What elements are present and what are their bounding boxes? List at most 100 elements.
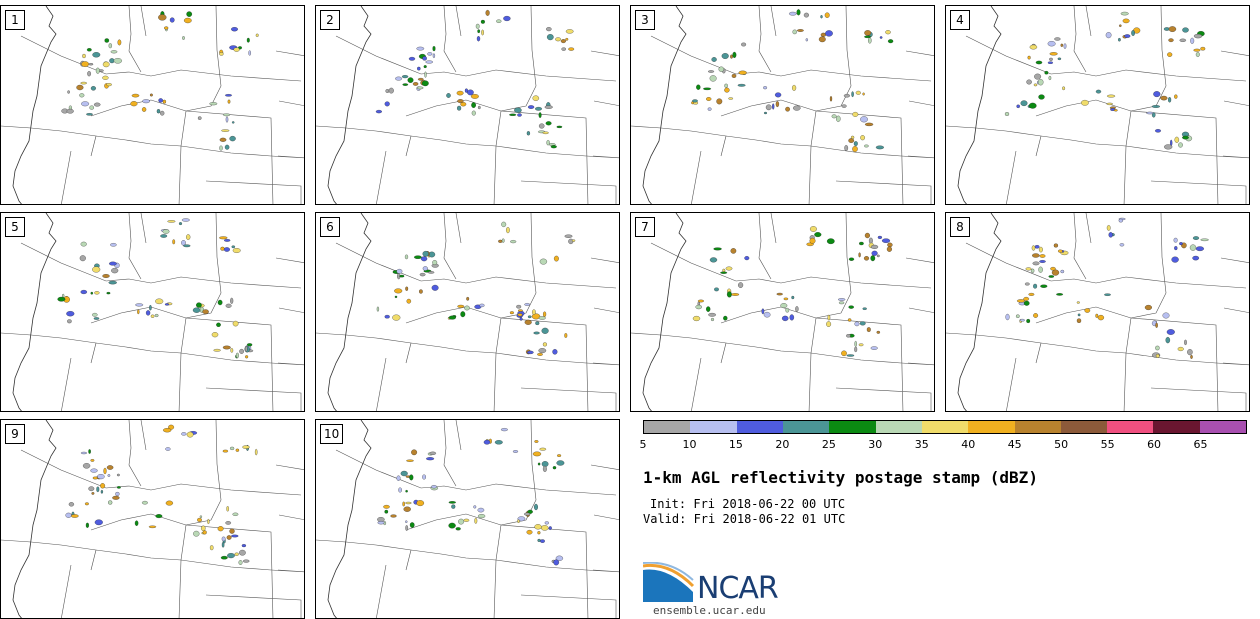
reflectivity-cell: [1004, 112, 1010, 116]
reflectivity-cell: [155, 298, 164, 305]
reflectivity-cell: [506, 227, 510, 234]
reflectivity-cell: [233, 47, 240, 52]
reflectivity-cell: [709, 75, 717, 82]
reflectivity-cell: [792, 29, 797, 35]
reflectivity-cell: [406, 298, 412, 304]
reflectivity-cell: [115, 491, 120, 496]
reflectivity-cell: [887, 242, 893, 248]
colorbar-segment: [644, 421, 691, 433]
reflectivity-cell: [540, 525, 549, 531]
reflectivity-cell: [539, 447, 547, 451]
reflectivity-cell: [711, 57, 717, 62]
reflectivity-cell: [1033, 313, 1039, 318]
reflectivity-cell: [881, 238, 891, 243]
reflectivity-cell: [848, 305, 854, 309]
colorbar-segment: [690, 421, 737, 433]
reflectivity-cell: [531, 313, 541, 320]
reflectivity-cell: [405, 489, 408, 493]
reflectivity-cell: [235, 448, 240, 452]
member-panel-9: 9: [0, 419, 305, 619]
reflectivity-cell: [90, 86, 96, 91]
reflectivity-cell: [90, 291, 94, 295]
colorbar-tick-label: 65: [1193, 438, 1208, 451]
reflectivity-cell: [785, 106, 790, 112]
reflectivity-cell: [230, 348, 234, 353]
reflectivity-cell: [1031, 245, 1036, 251]
reflectivity-cell: [1033, 83, 1038, 87]
reflectivity-cell: [471, 102, 476, 108]
reflectivity-cell: [457, 105, 462, 111]
reflectivity-cell: [887, 39, 894, 44]
reflectivity-cell: [836, 115, 841, 122]
reflectivity-cell: [401, 75, 409, 79]
reflectivity-cell: [193, 530, 200, 537]
reflectivity-cell: [503, 15, 511, 22]
reflectivity-cell: [1049, 57, 1053, 61]
reflectivity-cell: [80, 451, 87, 455]
colorbar-segment: [1153, 421, 1200, 433]
reflectivity-cell: [76, 84, 84, 91]
reflectivity-cell: [1192, 255, 1200, 261]
reflectivity-cell: [225, 303, 232, 308]
reflectivity-cell: [1104, 293, 1111, 296]
reflectivity-cell: [181, 432, 187, 436]
reflectivity-cell: [106, 465, 114, 470]
reflectivity-cell: [730, 54, 733, 59]
reflectivity-cell: [97, 474, 105, 480]
reflectivity-cell: [537, 462, 541, 466]
reflectivity-cell: [225, 116, 229, 123]
reflectivity-cell: [731, 73, 737, 78]
reflectivity-cell: [1077, 313, 1081, 317]
reflectivity-cell: [542, 342, 547, 347]
reflectivity-cell: [67, 90, 70, 94]
reflectivity-cell: [534, 503, 538, 511]
panel-number: 5: [5, 217, 25, 237]
reflectivity-cell: [463, 518, 470, 522]
reflectivity-cell: [100, 489, 104, 494]
reflectivity-cell: [108, 43, 112, 49]
reflectivity-cell: [148, 525, 157, 529]
reflectivity-cell: [229, 446, 235, 451]
reflectivity-cell: [181, 218, 190, 222]
reflectivity-cell: [405, 520, 408, 523]
state-boundaries: [946, 213, 1249, 411]
reflectivity-cell: [420, 256, 428, 262]
reflectivity-cell: [512, 450, 519, 453]
reflectivity-cell: [826, 321, 832, 327]
reflectivity-cell: [1182, 27, 1189, 33]
reflectivity-cell: [544, 105, 553, 109]
reflectivity-cell: [219, 52, 224, 56]
reflectivity-cell: [517, 519, 520, 524]
reflectivity-cell: [1081, 99, 1089, 106]
reflectivity-cell: [407, 77, 414, 83]
reflectivity-cell: [464, 305, 470, 311]
reflectivity-cell: [876, 330, 881, 334]
reflectivity-cell: [720, 271, 728, 274]
reflectivity-cell: [1108, 232, 1113, 238]
coastline: [327, 420, 372, 618]
reflectivity-cell: [405, 501, 412, 505]
reflectivity-cell: [145, 310, 151, 316]
reflectivity-cell: [1044, 70, 1049, 75]
reflectivity-cell: [156, 109, 161, 114]
reflectivity-cell: [88, 449, 91, 454]
reflectivity-cell: [202, 530, 207, 535]
map-canvas: [946, 213, 1249, 411]
state-boundaries: [631, 6, 934, 204]
reflectivity-cell: [110, 50, 118, 54]
reflectivity-cell: [245, 355, 249, 359]
colorbar-tick-label: 40: [961, 438, 976, 451]
reflectivity-cell: [477, 105, 481, 110]
reflectivity-cell: [713, 247, 722, 251]
reflectivity-cell: [553, 255, 559, 262]
reflectivity-cell: [394, 295, 398, 299]
reflectivity-cell: [524, 303, 531, 306]
member-panel-1: 1: [0, 5, 305, 205]
reflectivity-cell: [239, 549, 246, 556]
reflectivity-cell: [541, 327, 549, 334]
reflectivity-cell: [417, 66, 421, 71]
reflectivity-cell: [405, 286, 409, 291]
reflectivity-cell: [186, 11, 193, 17]
reflectivity-cell: [775, 101, 780, 108]
reflectivity-cell: [1144, 304, 1152, 311]
